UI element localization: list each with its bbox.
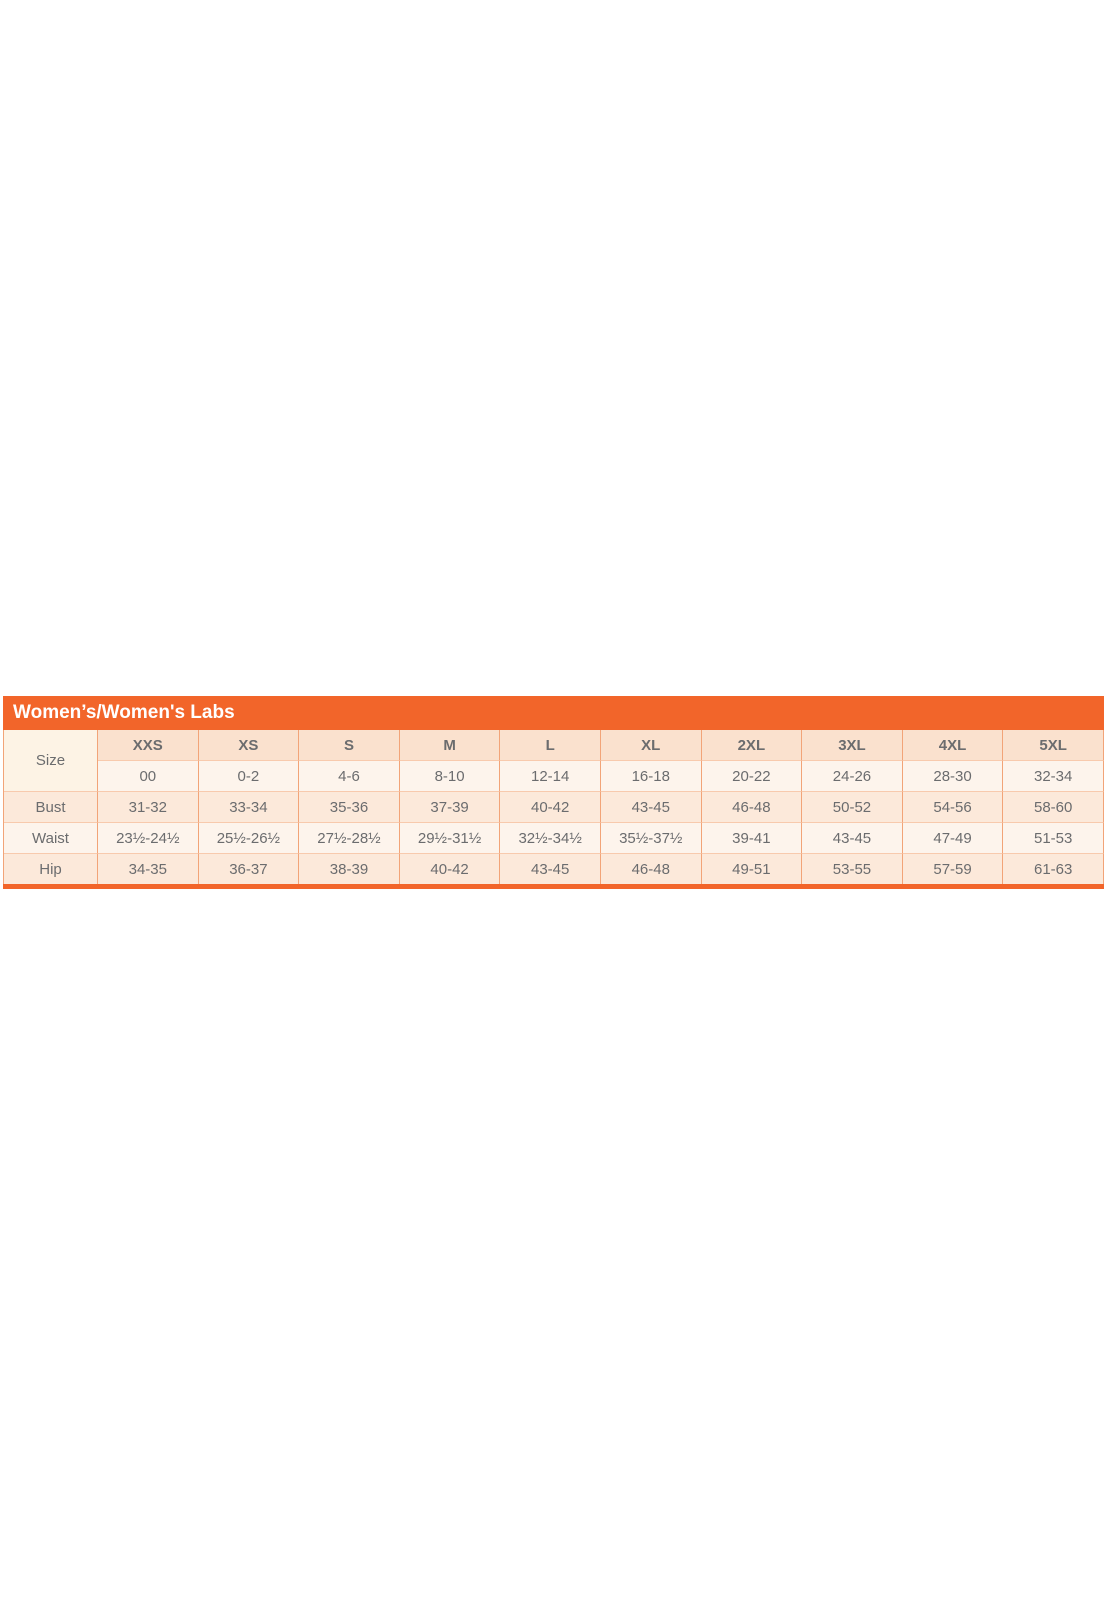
column-header-xxs: XXS	[98, 730, 199, 761]
table-row-numeric-sizes: 00 0-2 4-6 8-10 12-14 16-18 20-22 24-26 28-30 32-…	[4, 761, 1104, 792]
row-label-bust: Bust	[4, 792, 98, 823]
table-cell: 4-6	[299, 761, 400, 792]
table-cell: 32½-34½	[500, 823, 601, 854]
table-cell: 58-60	[1003, 792, 1104, 823]
table-cell: 27½-28½	[299, 823, 400, 854]
table-cell: 00	[98, 761, 199, 792]
column-header-4xl: 4XL	[902, 730, 1004, 761]
table-cell: 53-55	[802, 854, 903, 884]
table-cell: 20-22	[701, 761, 803, 792]
table-cell: 40-42	[399, 854, 501, 884]
table-cell: 16-18	[600, 761, 702, 792]
table-cell: 43-45	[500, 854, 601, 884]
column-header-3xl: 3XL	[802, 730, 903, 761]
table-cell: 29½-31½	[399, 823, 501, 854]
table-cell: 49-51	[701, 854, 803, 884]
table-cell: 57-59	[902, 854, 1004, 884]
table-cell: 54-56	[902, 792, 1004, 823]
table-cell: 50-52	[802, 792, 903, 823]
table-cell: 32-34	[1003, 761, 1104, 792]
table-cell: 35½-37½	[600, 823, 702, 854]
table-cell: 34-35	[98, 854, 199, 884]
column-header-s: S	[299, 730, 400, 761]
table-cell: 25½-26½	[198, 823, 300, 854]
table-cell: 38-39	[299, 854, 400, 884]
corner-header-size: Size	[4, 730, 98, 792]
header-row: Size XXS XS S M L XL 2XL 3XL 4XL 5XL	[4, 730, 1104, 792]
table-cell: 12-14	[500, 761, 601, 792]
table-cell: 35-36	[299, 792, 400, 823]
column-header-2xl: 2XL	[701, 730, 803, 761]
size-chart: Women’s/Women's Labs Size XXS XS S M L XL 2XL 3X…	[3, 696, 1104, 889]
table-cell: 39-41	[701, 823, 803, 854]
table-cell: 23½-24½	[98, 823, 199, 854]
column-header-l: L	[500, 730, 601, 761]
column-header-5xl: 5XL	[1003, 730, 1104, 761]
table-row-hip: Hip 34-35 36-37 38-39 40-42 43-45 46-48 49-51 53…	[4, 854, 1104, 884]
table-cell: 46-48	[600, 854, 702, 884]
table-cell: 46-48	[701, 792, 803, 823]
column-header-xl: XL	[600, 730, 702, 761]
table-row-waist: Waist 23½-24½ 25½-26½ 27½-28½ 29½-31½ 32½-34½…	[4, 823, 1104, 854]
table-cell: 47-49	[902, 823, 1004, 854]
table-row-bust: Bust 31-32 33-34 35-36 37-39 40-42 43-45 46-48 5…	[4, 792, 1104, 823]
table-cell: 8-10	[399, 761, 501, 792]
table-cell: 40-42	[500, 792, 601, 823]
size-chart-title: Women’s/Women's Labs	[3, 696, 1104, 730]
table-cell: 31-32	[98, 792, 199, 823]
table-cell: 43-45	[600, 792, 702, 823]
table-cell: 0-2	[198, 761, 300, 792]
column-header-m: M	[399, 730, 501, 761]
table-cell: 28-30	[902, 761, 1004, 792]
column-header-xs: XS	[198, 730, 300, 761]
table-cell: 61-63	[1003, 854, 1104, 884]
table-cell: 33-34	[198, 792, 300, 823]
table-cell: 24-26	[802, 761, 903, 792]
row-label-waist: Waist	[4, 823, 98, 854]
row-label-hip: Hip	[4, 854, 98, 884]
table-cell: 51-53	[1003, 823, 1104, 854]
table-cell: 43-45	[802, 823, 903, 854]
table-cell: 36-37	[198, 854, 300, 884]
table-cell: 37-39	[399, 792, 501, 823]
size-chart-grid: Size XXS XS S M L XL 2XL 3XL 4XL 5XL 00 0-2 4-6 8-10 12…	[3, 730, 1104, 884]
